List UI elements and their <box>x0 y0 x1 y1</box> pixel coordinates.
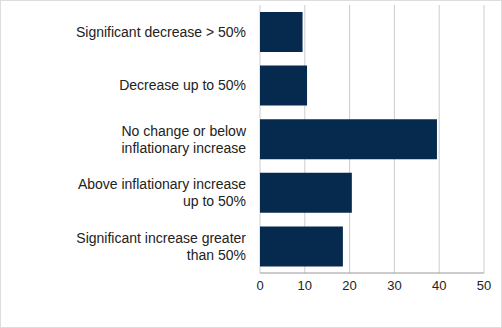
svg-text:20: 20 <box>342 278 356 293</box>
svg-text:50: 50 <box>477 278 491 293</box>
svg-text:Decrease up to 50%: Decrease up to 50% <box>119 77 246 93</box>
svg-text:up to 50%: up to 50% <box>183 193 246 209</box>
svg-text:Significant increase greater: Significant increase greater <box>76 230 246 246</box>
svg-text:0: 0 <box>256 278 263 293</box>
svg-text:10: 10 <box>298 278 312 293</box>
svg-text:30: 30 <box>387 278 401 293</box>
svg-text:inflationary increase: inflationary increase <box>121 140 246 156</box>
svg-text:No change or below: No change or below <box>121 123 246 139</box>
svg-text:40: 40 <box>432 278 446 293</box>
svg-text:than 50%: than 50% <box>187 247 246 263</box>
svg-text:Significant decrease > 50%: Significant decrease > 50% <box>76 24 246 40</box>
svg-text:Above inflationary increase: Above inflationary increase <box>78 176 246 192</box>
